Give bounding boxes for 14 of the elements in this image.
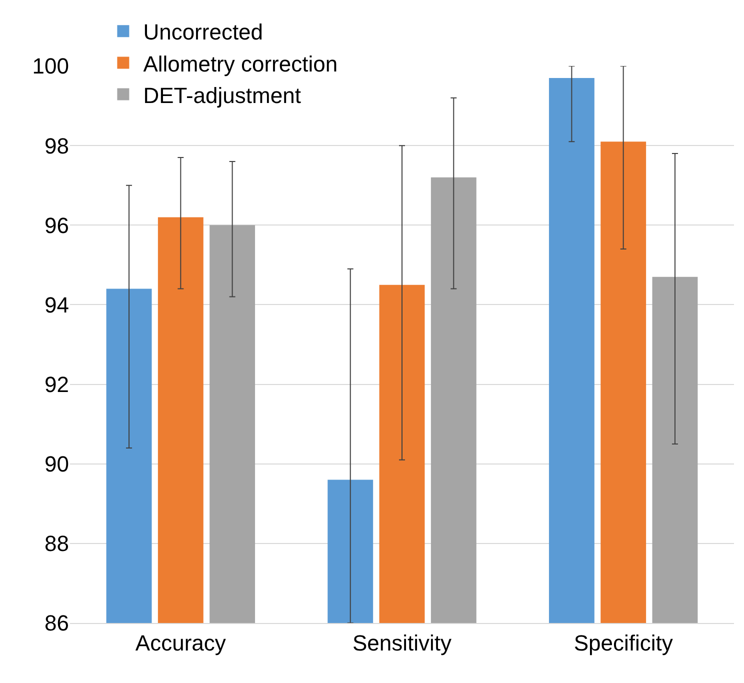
y-tick-label: 90 bbox=[44, 452, 69, 477]
y-tick-label: 96 bbox=[44, 212, 69, 238]
y-tick-label: 94 bbox=[44, 292, 69, 318]
y-tick-label: 98 bbox=[44, 133, 69, 158]
x-tick-label: Sensitivity bbox=[352, 630, 452, 656]
y-tick-label: 92 bbox=[44, 372, 69, 397]
y-tick-label: 100 bbox=[32, 54, 69, 79]
legend-label: Allometry correction bbox=[143, 51, 338, 76]
y-tick-label: 88 bbox=[44, 531, 69, 556]
x-tick-label: Specificity bbox=[574, 630, 673, 656]
legend-label: DET-adjustment bbox=[143, 82, 301, 108]
x-tick-label: Accuracy bbox=[135, 630, 226, 656]
y-tick-label: 86 bbox=[44, 610, 69, 636]
legend-label: Uncorrected bbox=[143, 20, 264, 45]
